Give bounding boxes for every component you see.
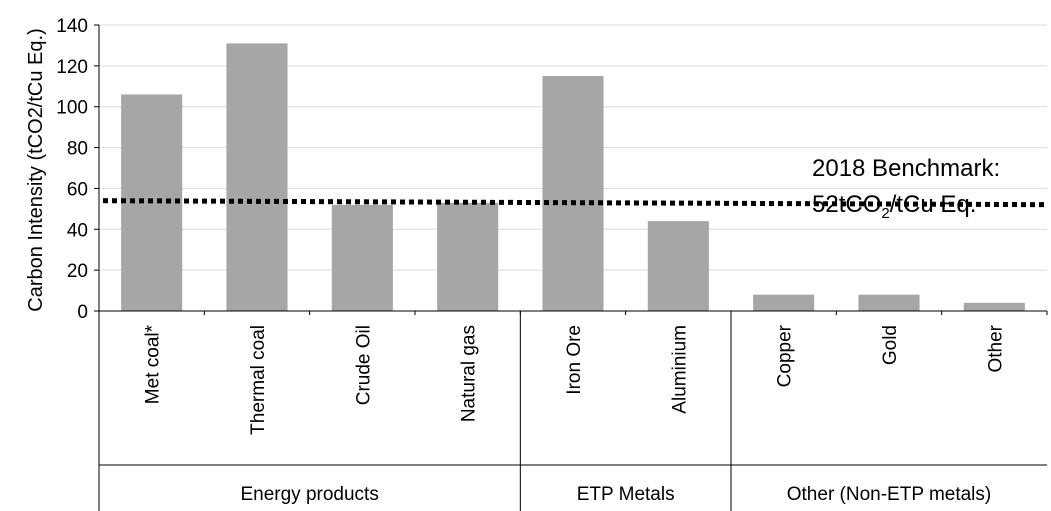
bar [647, 221, 709, 311]
benchmark-subscript: 2 [881, 205, 889, 222]
axes [94, 24, 1048, 511]
category-label: Copper [775, 324, 796, 387]
bar [331, 204, 393, 311]
benchmark-label-line1: 2018 Benchmark: [812, 155, 1000, 182]
category-label: Other [985, 324, 1006, 372]
bar [226, 43, 288, 312]
bar [542, 76, 604, 311]
category-label: Aluminium [669, 325, 690, 414]
group-labels: Energy products ETP Metals Other (Non-ETP … [240, 484, 991, 505]
group-label: Other (Non-ETP metals) [787, 484, 991, 505]
category-label: Thermal coal [248, 325, 269, 435]
bars [121, 43, 1025, 312]
benchmark: 2018 Benchmark: 52tCO2/tCu Eq. [102, 155, 1048, 222]
bar [858, 294, 920, 311]
y-tick-label: 0 [77, 302, 88, 323]
bar [437, 202, 499, 311]
y-axis-label: Carbon Intensity (tCO2/tCu Eq.) [25, 28, 47, 311]
category-label: Met coal* [143, 324, 164, 404]
benchmark-label-line2: 52tCO2/tCu Eq. [812, 191, 976, 222]
group-label: ETP Metals [577, 484, 675, 505]
y-tick-labels: 0 20 40 60 80 100 120 140 [56, 16, 88, 323]
y-tick-label: 120 [56, 57, 88, 78]
category-label: Crude Oil [353, 325, 374, 405]
bar [753, 294, 815, 311]
benchmark-unit-text: /tCu Eq. [890, 191, 977, 218]
category-label: Iron Ore [564, 325, 585, 395]
category-labels: Met coal* Thermal coal Crude Oil Natural ga… [143, 324, 1007, 434]
group-label: Energy products [240, 484, 378, 505]
category-label: Natural gas [459, 325, 480, 422]
benchmark-value-text: 52tCO [812, 191, 881, 218]
category-label: Gold [880, 325, 901, 365]
y-tick-label: 20 [67, 261, 88, 282]
y-tick-label: 140 [56, 16, 88, 37]
y-tick-label: 100 [56, 98, 88, 119]
y-tick-label: 60 [67, 179, 88, 200]
benchmark-line [102, 198, 1048, 208]
y-tick-label: 40 [67, 220, 88, 241]
bar [963, 302, 1025, 311]
y-tick-label: 80 [67, 139, 88, 160]
